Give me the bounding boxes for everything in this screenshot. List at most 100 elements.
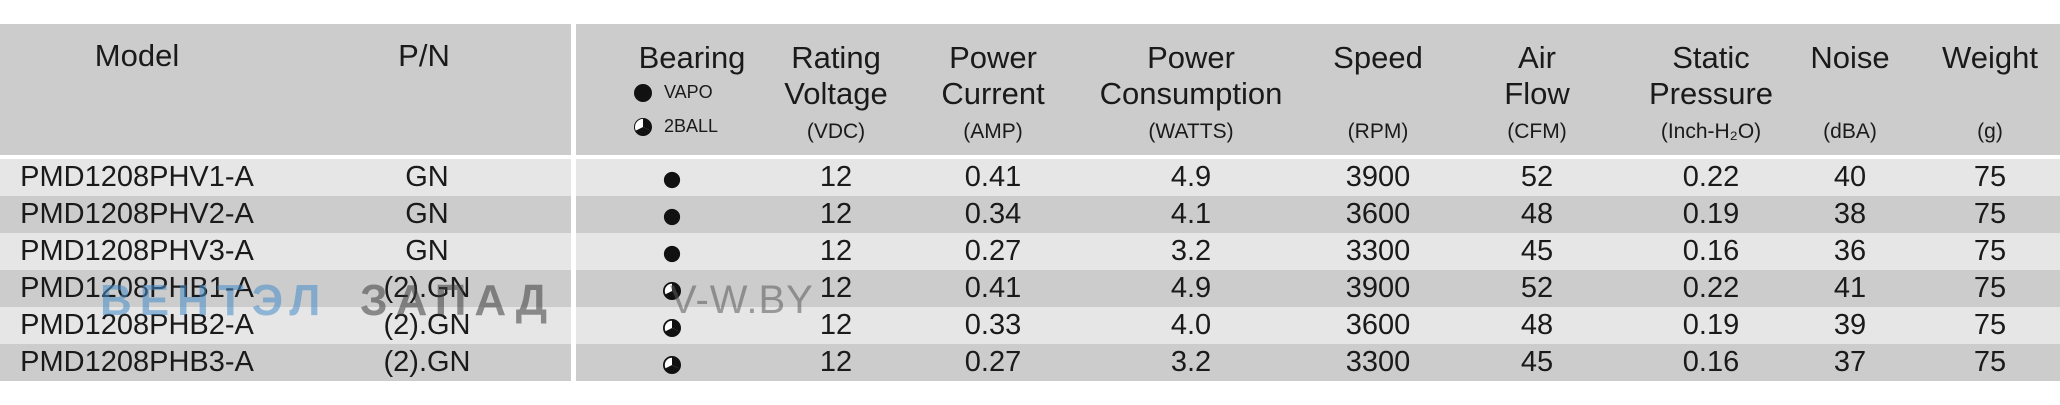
header-noise-unit: (dBA) <box>1823 120 1877 143</box>
cell-pn: (2).GN <box>383 309 471 341</box>
cell-speed: 3600 <box>1345 309 1411 341</box>
header-airflow-line1: Air <box>1518 40 1556 75</box>
legend-2ball-label: 2BALL <box>664 116 719 136</box>
filled-circle-icon <box>634 83 652 102</box>
cell-airflow: 48 <box>1520 309 1554 341</box>
cell-pressure: 0.16 <box>1682 346 1740 378</box>
spec-table: PMD1208PHV1-A GN 12 0.41 4.9 3900 52 0.22 40 75 PM… <box>0 24 2060 384</box>
column-divider <box>571 24 576 384</box>
table-row: PMD1208PHV1-A GN 12 0.41 4.9 3900 52 0.22 40 75 <box>0 159 2060 196</box>
cell-speed: 3300 <box>1345 235 1411 267</box>
cell-pressure: 0.19 <box>1682 198 1740 230</box>
cell-weight: 75 <box>1973 235 2007 267</box>
header-airflow-line2: Flow <box>1504 76 1570 111</box>
cell-voltage: 12 <box>819 198 853 230</box>
cell-consumption: 4.9 <box>1170 272 1212 304</box>
watermark-part1: ВЕНТЭЛ <box>100 276 329 325</box>
header-voltage-line1: Rating <box>791 40 881 75</box>
cell-model: PMD1208PHV2-A <box>20 198 254 230</box>
legend-vapo-label: VAPO <box>664 82 713 102</box>
cell-airflow: 45 <box>1520 235 1554 267</box>
header-voltage-line2: Voltage <box>784 76 888 111</box>
cell-consumption: 3.2 <box>1170 235 1212 267</box>
cell-model: PMD1208PHB2-A <box>20 309 254 341</box>
cell-voltage: 12 <box>819 272 853 304</box>
header-current-line1: Power <box>949 40 1037 75</box>
cell-pn: (2).GN <box>383 272 471 304</box>
cell-speed: 3600 <box>1345 198 1411 230</box>
cell-model: PMD1208PHV1-A <box>20 161 254 193</box>
header-weight-line1: Weight <box>1942 40 2038 75</box>
cell-weight: 75 <box>1973 272 2007 304</box>
cell-current: 0.34 <box>964 198 1022 230</box>
cell-noise: 40 <box>1833 161 1867 193</box>
filled-circle-icon <box>663 208 681 226</box>
cell-voltage: 12 <box>819 309 853 341</box>
header-bearing: Bearing <box>638 40 746 75</box>
cell-noise: 36 <box>1833 235 1867 267</box>
watermark-part2: ЗАПАД <box>360 276 556 325</box>
cell-airflow: 52 <box>1520 272 1554 304</box>
header-separator <box>0 155 2060 159</box>
cell-weight: 75 <box>1973 161 2007 193</box>
header-pressure-line2: Pressure <box>1648 76 1774 111</box>
cell-noise: 38 <box>1833 198 1867 230</box>
filled-circle-icon <box>663 245 681 263</box>
cell-noise: 39 <box>1833 309 1867 341</box>
header-consumption-unit: (WATTS) <box>1148 120 1234 143</box>
cell-noise: 37 <box>1833 346 1867 378</box>
cell-speed: 3300 <box>1345 346 1411 378</box>
cell-pn: GN <box>405 198 449 230</box>
table-row: PMD1208PHB1-A (2).GN 12 0.41 4.9 3900 52 0.22 41… <box>0 270 2060 307</box>
legend-vapo: VAPO <box>634 82 713 103</box>
header-model: Model <box>94 38 180 73</box>
filled-circle-icon <box>663 171 681 189</box>
header-current-line2: Current <box>941 76 1045 111</box>
cell-pn: GN <box>405 235 449 267</box>
ball-bearing-icon <box>663 319 681 337</box>
cell-pressure: 0.22 <box>1682 161 1740 193</box>
header-consumption-line1: Power <box>1147 40 1235 75</box>
header-noise-line1: Noise <box>1810 40 1890 75</box>
cell-weight: 75 <box>1973 346 2007 378</box>
cell-consumption: 3.2 <box>1170 346 1212 378</box>
cell-pressure: 0.19 <box>1682 309 1740 341</box>
cell-voltage: 12 <box>819 346 853 378</box>
header-consumption-line2: Consumption <box>1099 76 1283 111</box>
header-weight-unit: (g) <box>1977 120 2003 143</box>
header-pressure-unit: (Inch-H₂O) <box>1660 120 1762 143</box>
header-current-unit: (AMP) <box>963 120 1023 143</box>
cell-model: PMD1208PHB3-A <box>20 346 254 378</box>
header-speed-line1: Speed <box>1333 40 1423 75</box>
cell-airflow: 52 <box>1520 161 1554 193</box>
cell-airflow: 48 <box>1520 198 1554 230</box>
cell-model: PMD1208PHB1-A <box>20 272 254 304</box>
legend-2ball: 2BALL <box>634 116 718 137</box>
ball-bearing-icon <box>663 282 681 300</box>
cell-weight: 75 <box>1973 198 2007 230</box>
cell-current: 0.41 <box>964 272 1022 304</box>
table-row: PMD1208PHB2-A (2).GN 12 0.33 4.0 3600 48 0.19 39… <box>0 307 2060 344</box>
cell-pressure: 0.22 <box>1682 272 1740 304</box>
cell-pn: (2).GN <box>383 346 471 378</box>
cell-model: PMD1208PHV3-A <box>20 235 254 267</box>
cell-voltage: 12 <box>819 235 853 267</box>
table-row: PMD1208PHV3-A GN 12 0.27 3.2 3300 45 0.16 36 75 <box>0 233 2060 270</box>
cell-consumption: 4.9 <box>1170 161 1212 193</box>
cell-current: 0.27 <box>964 235 1022 267</box>
cell-noise: 41 <box>1833 272 1867 304</box>
cell-speed: 3900 <box>1345 161 1411 193</box>
table-row: PMD1208PHB3-A (2).GN 12 0.27 3.2 3300 45 0.16 37… <box>0 344 2060 381</box>
cell-current: 0.41 <box>964 161 1022 193</box>
header-speed-unit: (RPM) <box>1347 120 1409 143</box>
cell-voltage: 12 <box>819 161 853 193</box>
cell-current: 0.27 <box>964 346 1022 378</box>
cell-current: 0.33 <box>964 309 1022 341</box>
ball-bearing-icon <box>634 117 652 136</box>
table-header <box>0 24 2060 155</box>
header-pn: P/N <box>398 38 450 73</box>
cell-consumption: 4.1 <box>1170 198 1212 230</box>
header-pressure-line1: Static <box>1672 40 1750 75</box>
cell-pn: GN <box>405 161 449 193</box>
cell-pressure: 0.16 <box>1682 235 1740 267</box>
